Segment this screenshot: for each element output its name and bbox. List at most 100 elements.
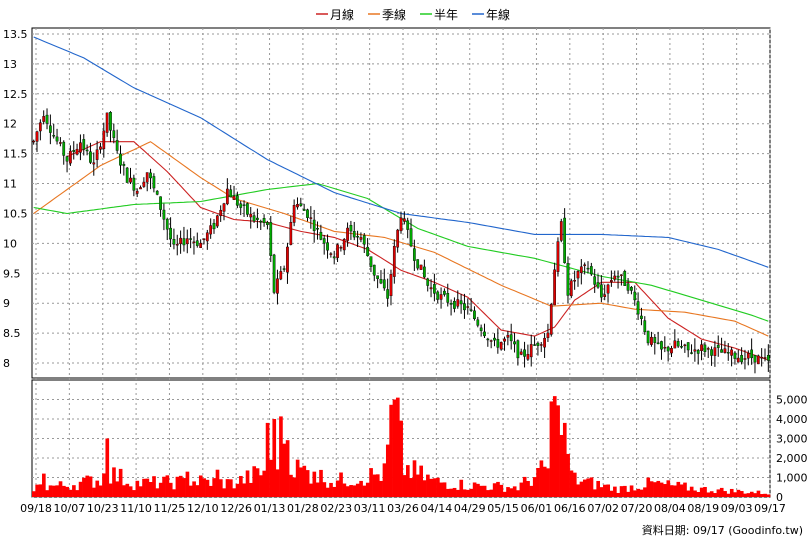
volume-series [32, 396, 771, 497]
candle-body [392, 245, 396, 277]
candle-body [359, 237, 363, 240]
volume-bar [395, 397, 400, 497]
chart-axes: 8 8.5 9 9.5 10 10.5 11 11.5 12 12.5 13 13.5 0 1,000 2,… [3, 28, 808, 515]
volume-bar [249, 482, 253, 497]
candle-body [503, 338, 506, 342]
volume-bar [559, 434, 564, 497]
volume-bar [222, 488, 226, 497]
volume-bar [172, 489, 176, 497]
volume-bar [205, 479, 210, 497]
volume-bar [162, 476, 166, 497]
date-tick-label: 02/23 [320, 502, 352, 515]
chart-grid [31, 27, 771, 498]
candle-body [289, 222, 293, 245]
candle-body [69, 150, 72, 164]
candle-body [145, 172, 149, 183]
candle-body [459, 300, 463, 305]
volume-bar [593, 489, 597, 497]
candle-body [419, 264, 423, 270]
candle-body [443, 290, 446, 295]
volume-bar [98, 485, 103, 497]
candle-body [412, 248, 416, 261]
candle-body [342, 239, 346, 251]
volume-bar [719, 487, 724, 497]
volume-bar [452, 487, 457, 497]
volume-bar [195, 485, 200, 497]
candlestick-series [32, 108, 770, 374]
candle-body [713, 347, 717, 356]
candle-body [349, 225, 353, 232]
candle-body [733, 352, 737, 359]
candle-body [693, 349, 697, 352]
volume-bar [88, 476, 93, 497]
legend-label: 半年 [434, 8, 458, 22]
price-tick-label: 8 [3, 357, 10, 370]
volume-bar [165, 475, 170, 497]
volume-bar [492, 483, 497, 497]
volume-bar [519, 482, 524, 497]
date-tick-label: 12/26 [220, 502, 252, 515]
volume-bar [536, 467, 540, 497]
candle-body [172, 239, 176, 245]
candle-body [519, 351, 523, 355]
volume-bar [32, 491, 36, 497]
volume-bar [115, 481, 120, 497]
volume-bar [572, 472, 577, 497]
volume-bar [158, 482, 163, 497]
date-tick-label: 07/20 [621, 502, 653, 515]
volume-bar [145, 478, 150, 497]
volume-bar [429, 478, 434, 497]
date-tick-label: 10/07 [54, 502, 86, 515]
date-tick-label: 10/23 [87, 502, 119, 515]
candle-body [122, 163, 126, 166]
volume-bar [766, 494, 771, 497]
volume-bar [499, 484, 504, 497]
legend-label: 月線 [330, 7, 354, 22]
candle-body [262, 218, 266, 223]
date-tick-label: 01/28 [287, 502, 319, 515]
candle-body [526, 353, 530, 360]
volume-bar [345, 486, 350, 497]
candle-body [306, 209, 309, 218]
volume-bar [509, 488, 514, 497]
volume-bar [335, 480, 340, 497]
candle-body [466, 306, 470, 308]
volume-bar [245, 470, 250, 497]
volume-bar [436, 477, 440, 497]
candle-body [169, 227, 172, 240]
legend-label: 季線 [382, 7, 406, 22]
candle-body [650, 336, 653, 345]
candle-body [686, 342, 690, 351]
candle-body [249, 213, 253, 218]
legend-label: 年線 [486, 7, 510, 22]
volume-bar [552, 396, 557, 497]
candle-body [740, 355, 743, 363]
volume-bar [579, 481, 584, 497]
candle-body [563, 217, 566, 264]
candle-body [506, 334, 510, 338]
date-tick-label: 06/01 [521, 502, 553, 515]
date-tick-label: 03/26 [387, 502, 419, 515]
candle-body [105, 112, 109, 133]
chart-legend: 月線 季線 半年 年線 [316, 7, 510, 22]
price-tick-label: 9.5 [3, 267, 21, 280]
candle-body [389, 274, 393, 297]
volume-bar [48, 485, 53, 497]
volume-tick-label: 1,000 [776, 472, 808, 485]
volume-bar [529, 485, 534, 497]
volume-bar [102, 473, 106, 497]
candle-body [429, 287, 433, 290]
volume-bar [729, 488, 734, 497]
volume-bar [78, 481, 83, 497]
candle-body [720, 349, 723, 353]
volume-bar [329, 482, 333, 497]
candle-body [52, 135, 56, 137]
volume-bar [466, 489, 470, 497]
candle-body [139, 187, 142, 190]
candle-body [302, 209, 306, 211]
candle-body [382, 279, 386, 289]
volume-bar [569, 470, 574, 497]
candle-body [569, 280, 573, 297]
volume-bar [673, 485, 677, 497]
candle-body [72, 150, 76, 152]
